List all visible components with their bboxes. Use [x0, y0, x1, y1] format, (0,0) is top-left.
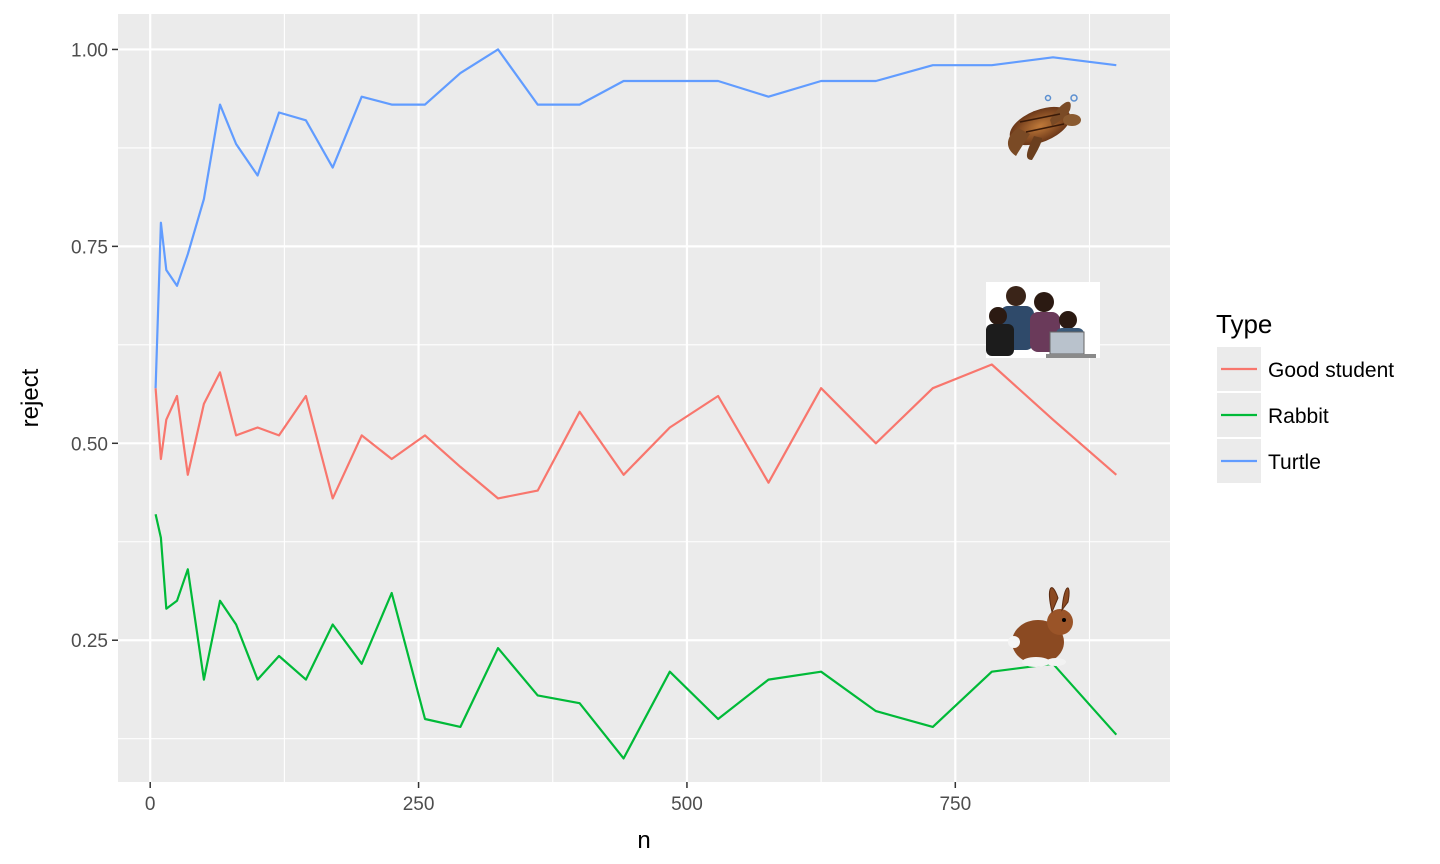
turtle-icon — [1007, 94, 1081, 160]
y-tick-label: 0.75 — [71, 237, 108, 258]
x-axis-title: n — [637, 827, 650, 854]
plot-panel — [118, 14, 1170, 782]
x-tick-label: 250 — [403, 794, 435, 815]
axis-ticks — [112, 48, 957, 788]
series-line-turtle — [154, 48, 1117, 389]
y-tick-label: 1.00 — [71, 40, 108, 61]
students-photo-icon — [986, 282, 1100, 358]
y-axis-title: reject — [17, 368, 44, 427]
series-line-good-student — [154, 363, 1118, 500]
y-tick-label: 0.25 — [71, 631, 108, 652]
legend-label: Turtle — [1268, 451, 1321, 474]
legend-label: Rabbit — [1268, 405, 1329, 428]
x-tick-label: 750 — [939, 794, 971, 815]
y-tick-labels: 0.25 0.50 0.75 1.00 — [71, 40, 108, 652]
series-lines — [154, 48, 1118, 760]
y-tick-label: 0.50 — [71, 434, 108, 455]
x-tick-label: 500 — [671, 794, 703, 815]
legend-label: Good student — [1268, 359, 1394, 382]
x-tick-labels: 0 250 500 750 — [145, 794, 971, 815]
legend-title: Type — [1216, 309, 1272, 339]
x-tick-label: 0 — [145, 794, 156, 815]
series-line-rabbit — [154, 513, 1118, 760]
rabbit-icon — [1008, 587, 1073, 667]
legend: Type Good student Rabbit Turtle — [1216, 309, 1394, 483]
grid-major — [118, 14, 1170, 782]
